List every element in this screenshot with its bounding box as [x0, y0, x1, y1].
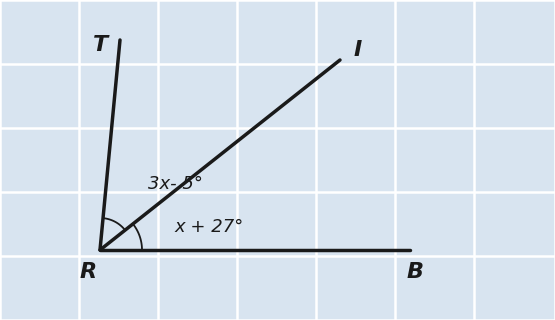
Text: x + 27°: x + 27°	[174, 218, 243, 236]
Text: 3x- 5°: 3x- 5°	[148, 175, 203, 193]
Text: B: B	[406, 262, 423, 282]
Text: R: R	[79, 262, 97, 282]
Text: T: T	[93, 35, 108, 55]
Text: I: I	[354, 40, 362, 60]
